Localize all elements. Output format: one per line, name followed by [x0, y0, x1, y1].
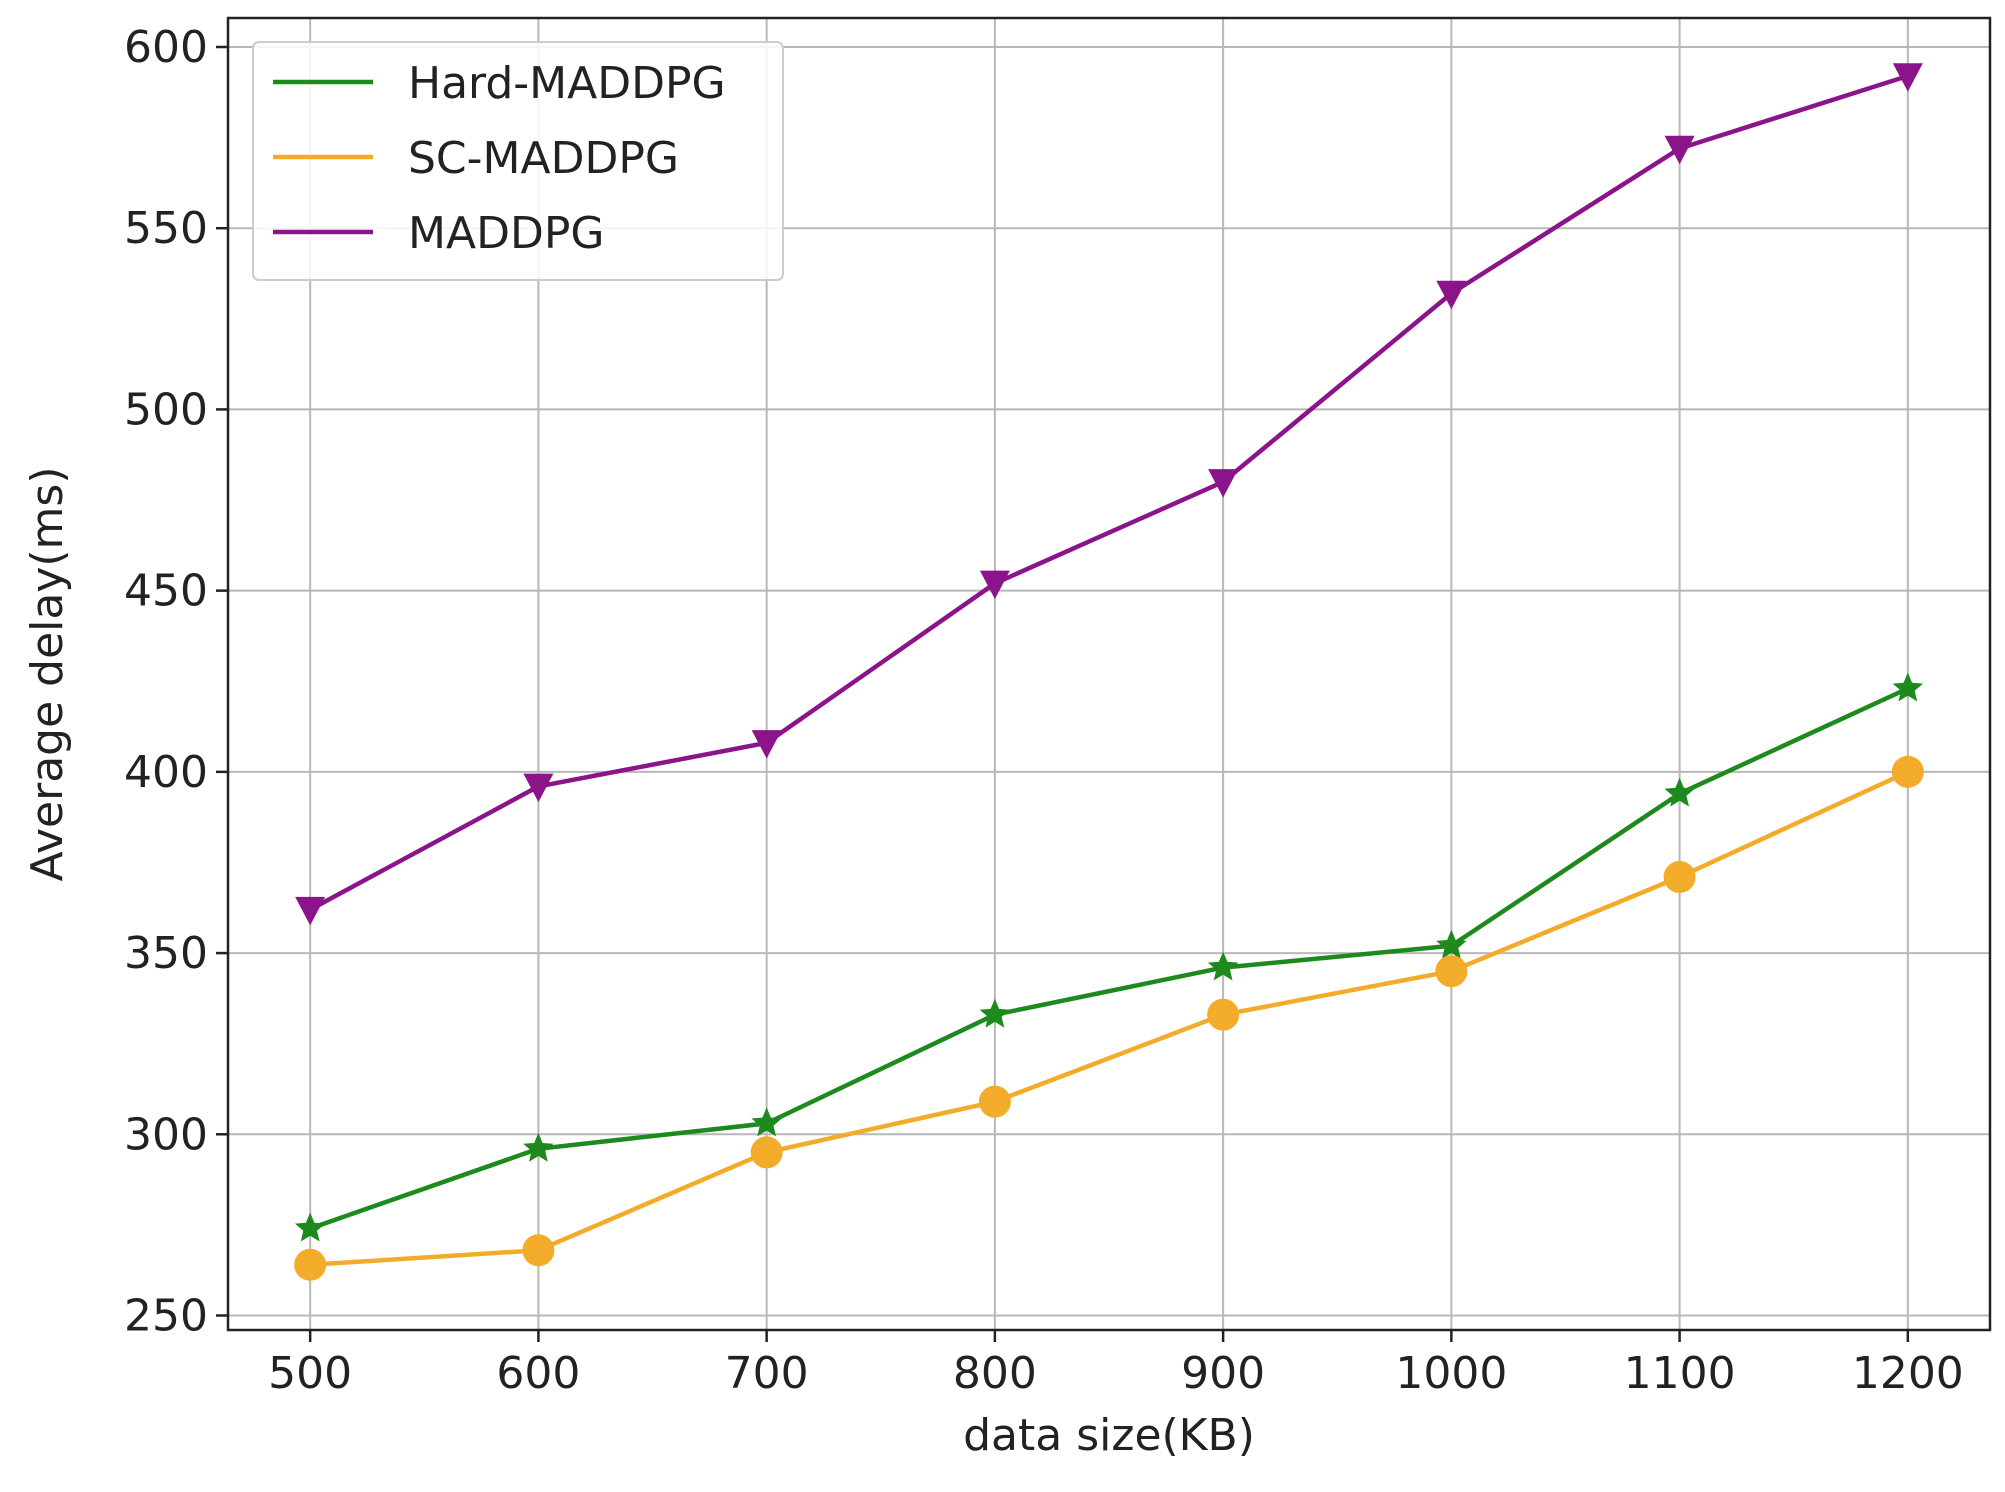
series-line: [309, 73, 1909, 912]
axis-ticks: 500 600 700 800 900 1000 1100 1200 250 300 350 400 4…: [124, 22, 1964, 1399]
data-point-triangle: [979, 570, 1010, 600]
y-tick-label: 250: [124, 1291, 208, 1342]
data-point-triangle: [523, 773, 554, 803]
data-point-triangle: [1892, 63, 1923, 92]
data-point-circle: [1891, 755, 1924, 788]
y-axis-label: Average delay(ms): [22, 466, 73, 881]
data-point-star: [1892, 672, 1924, 702]
y-tick-label: 300: [124, 1109, 208, 1160]
data-point-circle: [750, 1136, 783, 1169]
data-point-triangle: [1664, 135, 1695, 165]
y-tick-label: 350: [124, 928, 208, 979]
x-tick-label: 700: [725, 1348, 809, 1399]
data-point-star: [979, 998, 1011, 1028]
data-point-circle: [294, 1248, 327, 1281]
grid: [228, 18, 1990, 1330]
data-point-star: [751, 1107, 782, 1137]
x-tick-label: 800: [953, 1348, 1037, 1399]
plot-frame: [226, 16, 1992, 1332]
data-point-triangle: [1208, 469, 1239, 498]
series-sc-maddpg: [294, 755, 1924, 1281]
legend-label: MADDPG: [408, 208, 604, 259]
y-tick-label: 500: [124, 384, 208, 435]
x-tick-label: 500: [268, 1348, 352, 1399]
data-point-star: [1207, 951, 1239, 981]
x-tick-label: 1200: [1852, 1348, 1964, 1399]
x-tick-label: 600: [496, 1348, 580, 1399]
y-tick-label: 450: [124, 566, 208, 617]
x-tick-label: 1000: [1395, 1348, 1507, 1399]
data-point-star: [523, 1132, 554, 1162]
data-point-circle: [1435, 955, 1468, 988]
data-point-circle: [522, 1234, 555, 1267]
series-maddpg: [295, 63, 1923, 926]
series-line: [310, 769, 1909, 1268]
plot-series: [294, 63, 1924, 1281]
data-point-star: [1436, 929, 1467, 959]
y-tick-label: 550: [124, 203, 208, 254]
x-tick-label: 900: [1181, 1348, 1265, 1399]
data-point-triangle: [295, 896, 326, 926]
x-tick-label: 1100: [1624, 1348, 1736, 1399]
data-point-star: [294, 1212, 326, 1242]
legend-box: [252, 41, 784, 281]
legend-label: Hard-MADDPG: [408, 58, 726, 109]
data-point-triangle: [751, 730, 782, 759]
data-point-circle: [1663, 860, 1696, 893]
y-tick-label: 400: [124, 747, 208, 798]
series-line: [309, 686, 1909, 1231]
legend: Hard-MADDPG SC-MADDPG MADDPG: [252, 41, 784, 281]
data-point-triangle: [1436, 280, 1467, 310]
data-point-star: [1664, 777, 1695, 807]
series-hard-maddpg: [294, 672, 1924, 1242]
legend-label: SC-MADDPG: [408, 133, 679, 184]
x-axis-label: data size(KB): [963, 1410, 1255, 1461]
y-tick-label: 600: [124, 22, 208, 73]
data-point-circle: [1207, 998, 1240, 1031]
data-point-circle: [978, 1085, 1011, 1118]
